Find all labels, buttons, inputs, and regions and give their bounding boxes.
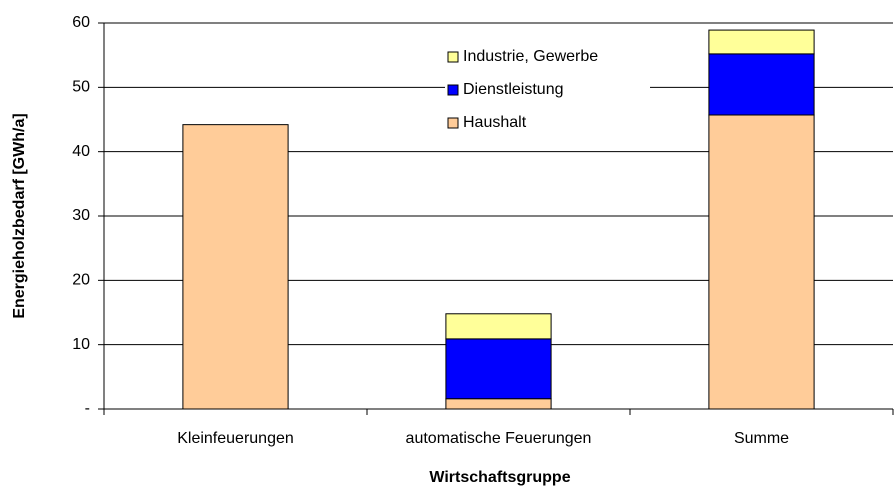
legend-swatch [447,117,459,129]
bar-segment [708,53,815,116]
legend-swatch [447,51,459,63]
y-tick-label: 10 [72,336,90,353]
legend-label: Dienstleistung [463,81,564,98]
legend-label: Industrie, Gewerbe [463,48,598,65]
x-tick-label: Kleinfeuerungen [177,430,294,447]
y-tick-label: 40 [72,143,90,160]
x-tick-label: Summe [734,430,789,447]
y-tick-label: 20 [72,272,90,289]
legend-swatch [447,84,459,96]
y-tick-label: 50 [72,79,90,96]
bar-segment [708,29,815,55]
bar-segment [445,338,552,400]
x-axis-label: Wirtschaftsgruppe [429,469,570,486]
bar-segment [182,124,289,410]
y-tick-label: - [85,400,90,417]
bar-segment [445,398,552,410]
y-tick-label: 30 [72,207,90,224]
x-tick-label: automatische Feuerungen [406,430,592,447]
bar-segment [445,313,552,340]
legend-label: Haushalt [463,114,527,131]
bar-segment [708,114,815,410]
y-tick-label: 60 [72,14,90,31]
y-axis-label: Energieholzbedarf [GWh/a] [11,113,28,318]
legend-box [445,40,650,140]
